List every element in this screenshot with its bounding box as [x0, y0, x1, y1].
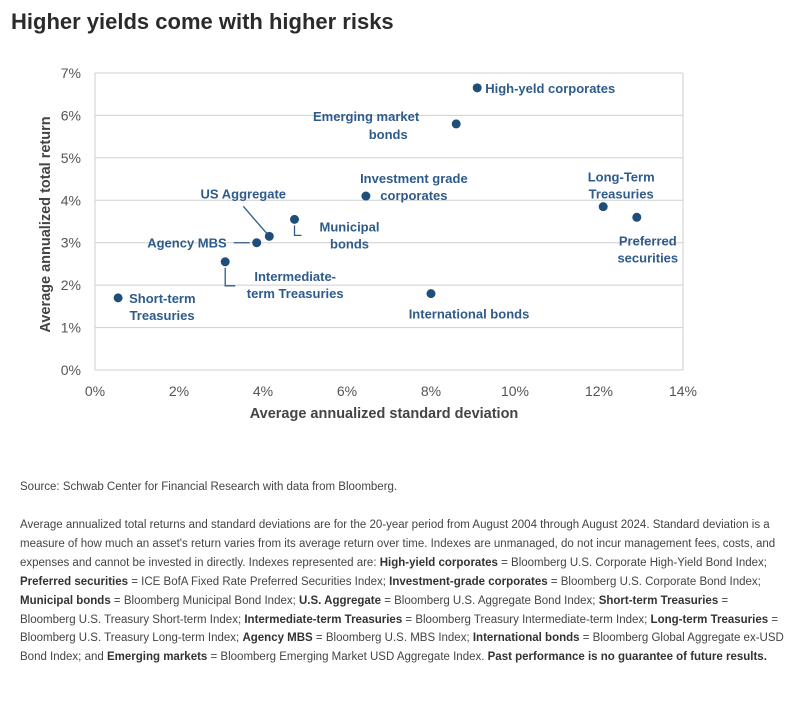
notes-segment: = Bloomberg Treasury Intermediate-term I… — [402, 613, 651, 626]
data-label: bonds — [369, 127, 408, 142]
x-tick-label: 0% — [85, 383, 105, 399]
notes-segment: = Bloomberg Emerging Market USD Aggregat… — [207, 651, 488, 664]
page-title: Higher yields come with higher risks — [11, 9, 394, 34]
scatter-chart: 0% 1% 2% 3% 4% 5% 6% 7% 0% 2% 4% 6% 8% 10% 12% 14% Avera… — [38, 65, 697, 422]
data-point — [220, 257, 230, 267]
label-leader-line — [242, 205, 270, 237]
x-tick-label: 14% — [669, 383, 697, 399]
notes-segment: International bonds — [472, 632, 580, 645]
x-tick-label: 10% — [501, 383, 529, 399]
data-label: term Treasuries — [247, 286, 344, 301]
data-label: bonds — [330, 236, 369, 251]
notes-segment: = Bloomberg Global Aggregate ex-USD Bond… — [20, 632, 784, 664]
label-leader-line — [224, 267, 236, 287]
notes-segment: = Bloomberg U.S. Treasury Long-term Inde… — [20, 613, 779, 645]
notes-segment: U.S. Aggregate — [299, 594, 382, 607]
data-label: securities — [617, 250, 678, 265]
data-point — [290, 214, 299, 224]
y-tick-label: 4% — [61, 192, 81, 208]
notes-segment: Investment-grade corporates — [389, 575, 548, 588]
y-tick-label: 3% — [61, 235, 81, 251]
data-point — [451, 119, 461, 129]
y-tick-label: 7% — [61, 65, 81, 81]
data-label: US Aggregate — [201, 186, 286, 201]
data-label: Preferred — [619, 233, 677, 248]
notes-segment: Preferred securities — [20, 575, 129, 588]
x-tick-label: 4% — [253, 383, 273, 399]
data-point — [264, 231, 274, 241]
source-note: Source: Schwab Center for Financial Rese… — [20, 481, 398, 493]
y-tick-label: 5% — [61, 150, 81, 166]
notes-segment: Long-term Treasuries — [650, 613, 769, 626]
notes-segment: = ICE BofA Fixed Rate Preferred Securiti… — [128, 575, 390, 588]
x-tick-label: 12% — [585, 383, 613, 399]
data-label: Treasuries — [130, 308, 195, 323]
data-label: corporates — [380, 188, 447, 203]
y-axis-label: Average annualized total return — [38, 116, 54, 332]
y-tick-label: 0% — [61, 362, 81, 378]
data-point — [632, 212, 642, 222]
data-label: Municipal — [320, 219, 380, 234]
notes-segment: = Bloomberg U.S. Aggregate Bond Index; — [381, 594, 599, 607]
notes-segment: = Bloomberg U.S. Corporate High-Yield Bo… — [497, 556, 767, 569]
data-label: International bonds — [409, 307, 530, 322]
data-point — [426, 289, 436, 299]
data-label: Investment grade — [360, 171, 468, 186]
data-label: Emerging market — [313, 109, 420, 124]
x-tick-label: 2% — [169, 383, 189, 399]
notes-segment: Emerging markets — [106, 651, 208, 664]
data-point — [252, 238, 262, 248]
y-tick-label: 1% — [61, 320, 81, 336]
data-point — [598, 202, 608, 212]
notes-segment: Average annualized total returns and sta… — [20, 519, 776, 569]
data-label: High-yeld corporates — [485, 81, 615, 96]
notes-segment: Short-term Treasuries — [598, 594, 719, 607]
notes-segment: = Bloomberg U.S. Corporate Bond Index; — [547, 575, 761, 588]
data-label: Short-term — [129, 291, 195, 306]
y-tick-label: 2% — [61, 277, 81, 293]
notes-segment: = Bloomberg U.S. MBS Index; — [312, 632, 473, 645]
data-label: Intermediate- — [254, 269, 336, 284]
data-point — [113, 293, 123, 303]
x-tick-label: 6% — [337, 383, 357, 399]
notes-segment: Past performance is no guarantee of futu… — [487, 651, 767, 664]
data-label: Long-Term — [588, 170, 655, 185]
notes-segment: Intermediate-term Treasuries — [244, 613, 403, 626]
data-label: Agency MBS — [147, 236, 227, 251]
data-label: Treasuries — [589, 187, 654, 202]
y-tick-label: 6% — [61, 107, 81, 123]
notes-segment: = Bloomberg U.S. Treasury Short-term Ind… — [20, 594, 729, 626]
notes-segment: Agency MBS — [242, 632, 313, 645]
label-leader-line — [293, 225, 302, 237]
data-point — [472, 83, 482, 93]
methodology-notes: Average annualized total returns and sta… — [20, 516, 785, 667]
notes-segment: Municipal bonds — [20, 594, 111, 607]
notes-segment: = Bloomberg Municipal Bond Index; — [110, 594, 299, 607]
x-tick-label: 8% — [421, 383, 441, 399]
notes-segment: High-yield corporates — [379, 556, 498, 569]
x-axis-label: Average annualized standard deviation — [250, 406, 519, 422]
data-point — [361, 191, 371, 201]
